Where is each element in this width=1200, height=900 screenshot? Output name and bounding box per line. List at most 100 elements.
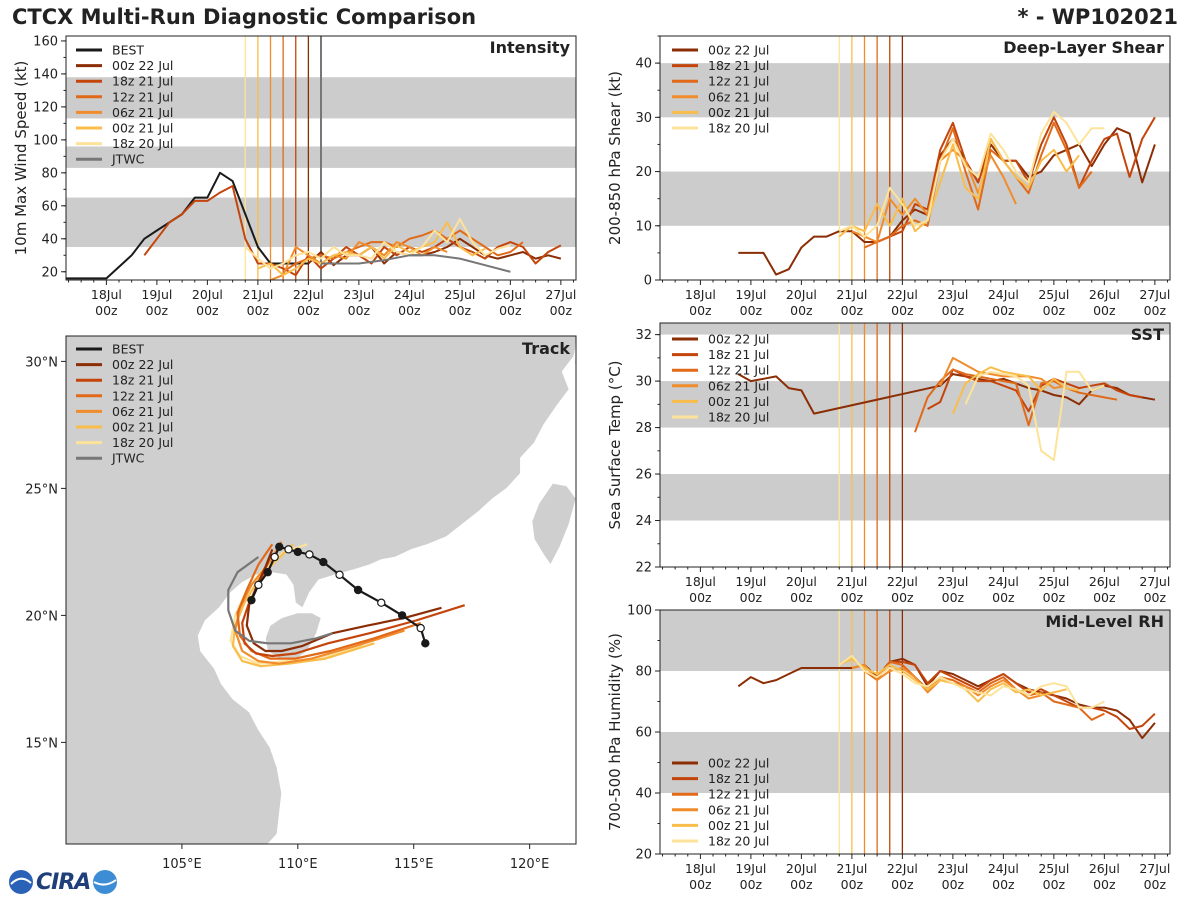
x-tick-sub-label: 00z xyxy=(891,590,914,605)
x-tick-label: 25Jul xyxy=(1038,287,1069,302)
legend-label: 18z 21 Jul xyxy=(708,347,769,362)
legend-label: 00z 22 Jul xyxy=(708,43,769,58)
x-tick-label: 24Jul xyxy=(988,861,1019,876)
x-tick-label: 120°E xyxy=(510,857,550,872)
x-tick-label: 23Jul xyxy=(937,574,968,589)
x-tick-label: 105°E xyxy=(162,857,202,872)
y-tick-label: 32 xyxy=(635,328,652,343)
series-line-run_12z21 xyxy=(864,121,1093,249)
x-tick-sub-label: 00z xyxy=(891,877,914,892)
legend-label: 18z 21 Jul xyxy=(708,58,769,73)
legend-label: 00z 21 Jul xyxy=(708,394,769,409)
x-tick-label: 23Jul xyxy=(343,287,374,302)
series-line-run_18z21 xyxy=(927,368,1143,413)
grey-band xyxy=(660,63,1170,118)
x-tick-label: 18Jul xyxy=(685,287,716,302)
series-group xyxy=(738,110,1156,276)
panel-title: Mid-Level RH xyxy=(1045,612,1164,631)
legend-label: 18z 21 Jul xyxy=(708,771,769,786)
y-tick-label: 25°N xyxy=(25,482,58,497)
best-track-marker xyxy=(416,623,425,633)
x-tick-sub-label: 00z xyxy=(1043,303,1066,318)
x-tick-sub-label: 00z xyxy=(942,590,965,605)
x-tick-sub-label: 00z xyxy=(196,303,219,318)
y-tick-label: 26 xyxy=(635,468,652,483)
y-tick-label: 10 xyxy=(635,219,652,234)
x-tick-label: 25Jul xyxy=(1038,861,1069,876)
series-line-run_12z21 xyxy=(863,660,1105,721)
y-tick-label: 60 xyxy=(635,726,652,741)
series-line-jtwc xyxy=(321,254,511,273)
x-tick-sub-label: 00z xyxy=(247,303,270,318)
x-tick-sub-label: 00z xyxy=(790,303,813,318)
x-tick-label: 18Jul xyxy=(91,287,122,302)
y-tick-label: 0 xyxy=(644,274,652,289)
best-track-marker xyxy=(397,611,407,620)
series-line-run_06z21 xyxy=(939,356,1067,390)
series-line-run_18z20 xyxy=(838,110,1105,238)
x-tick-label: 27Jul xyxy=(1139,574,1170,589)
x-tick-sub-label: 00z xyxy=(1093,303,1116,318)
x-tick-sub-label: 00z xyxy=(499,303,522,318)
panel-sst: 22242628303218Jul00z19Jul00z20Jul00z21Ju… xyxy=(606,322,1171,605)
x-tick-sub-label: 00z xyxy=(992,590,1015,605)
x-tick-sub-label: 00z xyxy=(992,303,1015,318)
y-axis-label: 10m Max Wind Speed (kt) xyxy=(12,61,30,256)
y-tick-label: 140 xyxy=(33,67,58,82)
best-track-marker xyxy=(270,552,279,562)
x-tick-sub-label: 00z xyxy=(891,303,914,318)
y-tick-label: 28 xyxy=(635,421,652,436)
legend-label: 00z 21 Jul xyxy=(708,818,769,833)
x-tick-label: 23Jul xyxy=(937,861,968,876)
best-track-marker xyxy=(247,595,256,605)
x-tick-label: 24Jul xyxy=(988,287,1019,302)
x-tick-label: 18Jul xyxy=(685,574,716,589)
y-tick-label: 30°N xyxy=(25,355,58,370)
x-tick-label: 21Jul xyxy=(836,861,867,876)
series-line-run_18z21 xyxy=(876,116,1156,243)
y-tick-label: 20 xyxy=(41,265,58,280)
x-tick-label: 21Jul xyxy=(836,287,867,302)
x-tick-sub-label: 00z xyxy=(95,303,118,318)
x-tick-sub-label: 00z xyxy=(398,303,421,318)
legend-label: JTWC xyxy=(111,451,145,466)
grey-band xyxy=(660,732,1170,793)
y-tick-label: 30 xyxy=(635,111,652,126)
x-tick-label: 26Jul xyxy=(1089,861,1120,876)
x-tick-label: 21Jul xyxy=(242,287,273,302)
best-track-marker xyxy=(254,580,263,590)
series-line-run_00z21 xyxy=(838,138,1080,238)
x-tick-label: 20Jul xyxy=(192,287,223,302)
storm-id: * - WP102021 xyxy=(1017,5,1178,29)
x-tick-sub-label: 00z xyxy=(689,590,712,605)
legend-label: 12z 21 Jul xyxy=(112,89,173,104)
x-tick-sub-label: 00z xyxy=(550,303,573,318)
x-tick-label: 27Jul xyxy=(545,287,576,302)
x-tick-label: 22Jul xyxy=(887,861,918,876)
legend-label: BEST xyxy=(112,342,144,357)
y-tick-label: 100 xyxy=(627,604,652,619)
best-track-marker xyxy=(353,585,363,595)
legend-label: 18z 20 Jul xyxy=(708,834,769,849)
best-track-marker xyxy=(319,557,328,567)
y-tick-label: 20 xyxy=(635,165,652,180)
x-tick-sub-label: 00z xyxy=(1043,590,1066,605)
x-tick-label: 26Jul xyxy=(1089,574,1120,589)
legend-label: 00z 21 Jul xyxy=(112,121,173,136)
x-tick-sub-label: 00z xyxy=(841,877,864,892)
series-line-run_18z21 xyxy=(876,660,1156,730)
best-track-marker xyxy=(377,598,386,607)
x-tick-label: 19Jul xyxy=(735,861,766,876)
tracks-group xyxy=(227,541,466,668)
series-group xyxy=(66,171,562,280)
panel-title: Track xyxy=(522,339,570,358)
x-tick-sub-label: 00z xyxy=(1043,877,1066,892)
y-tick-label: 100 xyxy=(33,133,58,148)
plot-frame xyxy=(65,335,577,845)
y-axis-label: Sea Surface Temp (°C) xyxy=(606,360,624,529)
best-track-marker xyxy=(284,545,293,554)
track-line-run_12z21 xyxy=(236,543,422,660)
x-tick-sub-label: 00z xyxy=(146,303,169,318)
x-tick-label: 115°E xyxy=(394,857,434,872)
y-tick-label: 24 xyxy=(635,514,652,529)
